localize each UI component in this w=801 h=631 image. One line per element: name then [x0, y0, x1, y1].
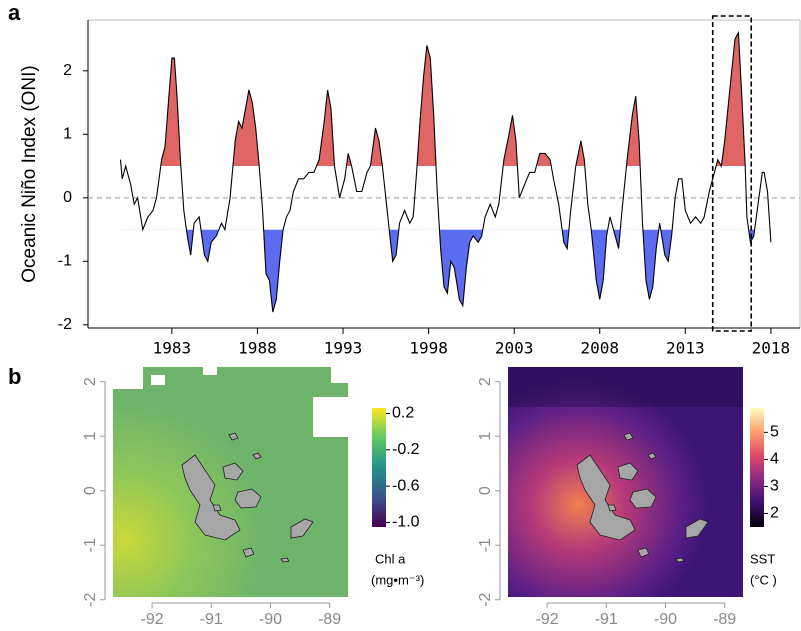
oni-line — [119, 30, 772, 313]
x-tick-label: -90 — [654, 611, 677, 628]
island — [617, 462, 639, 481]
map-shade — [508, 367, 743, 407]
x-tick-label: -91 — [595, 611, 618, 628]
colorbar-tick-label: 0.2 — [392, 405, 414, 422]
island — [242, 547, 255, 558]
island — [252, 452, 262, 460]
colorbar-tick-label: 2 — [770, 505, 779, 522]
y-tick-label: 0 — [63, 189, 72, 206]
colorbar — [372, 408, 386, 527]
colorbar-tick-label: 5 — [770, 424, 779, 441]
colorbar-tick-label: -1.0 — [392, 514, 420, 531]
x-tick-label: 1993 — [324, 339, 363, 358]
colorbar-tick-label: -0.6 — [392, 477, 420, 494]
missing-data — [151, 375, 165, 385]
map-image — [508, 367, 743, 597]
map-image — [113, 367, 348, 597]
x-tick-label: -92 — [141, 611, 164, 628]
island — [647, 452, 657, 460]
island — [234, 488, 262, 509]
y-tick-label: 2 — [477, 377, 494, 386]
y-tick-label: 2 — [63, 62, 72, 79]
island — [181, 454, 241, 541]
x-tick-label: -89 — [713, 611, 736, 628]
highlight-box — [711, 15, 753, 332]
y-tick-label: -2 — [58, 316, 72, 333]
x-tick-label: 1988 — [238, 339, 277, 358]
island — [290, 518, 314, 539]
y-tick-label: -1 — [82, 538, 99, 552]
island — [629, 488, 657, 509]
island — [607, 504, 617, 512]
y-tick-label: 1 — [63, 126, 72, 143]
island — [675, 557, 685, 563]
y-tick-label: -2 — [82, 593, 99, 607]
y-tick-label: 0 — [82, 486, 99, 495]
island — [685, 518, 709, 539]
island — [637, 547, 650, 558]
island — [623, 432, 634, 441]
colorbar-unit: (mg•m⁻³) — [371, 572, 424, 587]
x-tick-label: 2013 — [666, 339, 705, 358]
y-tick-label: 2 — [82, 377, 99, 386]
x-tick-label: -91 — [200, 611, 223, 628]
panel-label: a — [8, 0, 21, 25]
colorbar-unit: (°C ) — [750, 572, 777, 587]
x-tick-label: 2003 — [495, 339, 534, 358]
x-tick-label: -89 — [318, 611, 341, 628]
x-tick-label: -92 — [536, 611, 559, 628]
missing-data — [203, 367, 217, 375]
island — [212, 504, 222, 512]
x-tick-label: 2018 — [752, 339, 791, 358]
y-tick-label: 1 — [477, 432, 494, 441]
x-tick-label: 1998 — [409, 339, 448, 358]
colorbar-label: Chl a — [375, 551, 406, 566]
island — [228, 432, 239, 441]
panel-label: b — [8, 364, 21, 389]
y-tick-label: -1 — [477, 538, 494, 552]
el-nino-fill — [120, 32, 746, 167]
x-tick-label: 1983 — [153, 339, 192, 358]
island — [280, 557, 290, 563]
missing-data — [331, 367, 348, 383]
colorbar — [750, 408, 764, 527]
y-tick-label: -2 — [477, 593, 494, 607]
x-tick-label: 2008 — [580, 339, 619, 358]
island — [576, 454, 636, 541]
y-tick-label: 0 — [477, 486, 494, 495]
colorbar-tick-label: 3 — [770, 478, 779, 495]
missing-data — [313, 397, 348, 437]
y-tick-label: 1 — [82, 432, 99, 441]
colorbar-tick-label: -0.2 — [392, 441, 420, 458]
y-tick-label: -1 — [58, 253, 72, 270]
y-axis-label: Oceanic Niño Index (ONI) — [19, 65, 40, 283]
x-tick-label: -90 — [259, 611, 282, 628]
island — [222, 462, 244, 481]
missing-data — [113, 367, 143, 389]
colorbar-label: SST — [750, 551, 775, 566]
colorbar-tick-label: 4 — [770, 451, 779, 468]
la-nina-fill — [142, 229, 771, 313]
